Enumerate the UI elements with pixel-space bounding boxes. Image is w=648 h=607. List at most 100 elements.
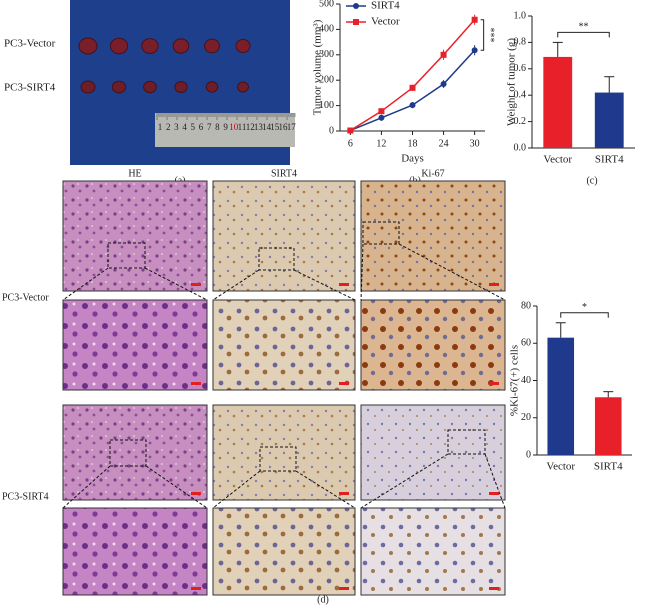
significance-bracket xyxy=(560,312,609,318)
legend-marker xyxy=(353,19,359,25)
x-tick-label: 30 xyxy=(470,138,480,149)
ruler-number: 17 xyxy=(287,122,297,132)
scale-bar xyxy=(339,283,349,286)
column-label: SIRT4 xyxy=(271,168,297,179)
ruler-number: 9 xyxy=(223,122,228,132)
row-label: PC3-Vector xyxy=(2,292,49,303)
scale-bar xyxy=(191,283,201,286)
tumor xyxy=(174,81,188,93)
micrograph xyxy=(360,180,506,292)
x-tick-label: 18 xyxy=(408,138,418,149)
zoom-box xyxy=(259,446,297,472)
tumor xyxy=(143,80,157,94)
tumor xyxy=(237,81,249,93)
y-axis-label: Tumor volume (mm³) xyxy=(312,19,324,115)
y-tick-label: 0.6 xyxy=(514,63,527,74)
zoom-line xyxy=(295,470,356,509)
bar xyxy=(594,92,624,148)
ruler-number: 1 xyxy=(158,122,163,132)
bar xyxy=(547,337,575,455)
y-tick-label: 40 xyxy=(521,375,531,386)
scale-bar xyxy=(191,382,201,385)
y-tick-label: 0.4 xyxy=(514,89,527,100)
micrograph-zoom xyxy=(360,299,506,391)
marker xyxy=(471,16,478,23)
marker xyxy=(471,47,478,54)
scale-bar xyxy=(489,283,499,286)
zoom-line xyxy=(145,465,208,509)
scale-bar xyxy=(191,492,201,495)
x-tick-label: 24 xyxy=(439,138,449,149)
ruler-number: 6 xyxy=(199,122,204,132)
scale-bar xyxy=(191,587,201,590)
scale-bar xyxy=(339,492,349,495)
micrograph xyxy=(62,180,208,292)
micrograph-zoom xyxy=(212,299,356,391)
zoom-line xyxy=(62,267,109,301)
scale-bar xyxy=(489,382,499,385)
y-tick-label: 1.0 xyxy=(514,10,527,21)
ruler-number: 4 xyxy=(182,122,187,132)
x-tick-label: Vector xyxy=(546,461,575,473)
x-tick-label: 12 xyxy=(376,138,386,149)
significance-bracket xyxy=(480,19,485,51)
significance: ** xyxy=(579,22,589,33)
ruler-number: 14 xyxy=(262,122,272,132)
micrograph xyxy=(360,404,506,501)
zoom-box xyxy=(362,221,400,245)
row-label: PC3-SIRT4 xyxy=(2,491,49,502)
micrograph xyxy=(212,404,356,501)
ruler-number: 2 xyxy=(166,122,171,132)
tumor xyxy=(235,39,251,53)
ruler-number: 11 xyxy=(238,122,247,132)
marker xyxy=(378,108,385,115)
tumors xyxy=(78,37,251,94)
row-label: PC3-SIRT4 xyxy=(4,82,56,94)
marker xyxy=(378,114,385,121)
zoom-box xyxy=(109,439,147,467)
column-label: HE xyxy=(128,168,141,179)
marker xyxy=(440,51,447,58)
ruler-number: 10 xyxy=(229,122,239,132)
x-tick-label: SIRT4 xyxy=(594,461,623,473)
ruler-number: 8 xyxy=(215,122,220,132)
marker xyxy=(409,102,416,109)
ruler-number: 16 xyxy=(279,122,289,132)
y-tick-label: 0 xyxy=(329,125,334,136)
tumor xyxy=(78,37,98,55)
zoom-line xyxy=(360,453,449,509)
ruler-labels: 1 2 3 4 5 6 7 8 9 10 11 12 13 14 15 16 17 xyxy=(156,113,297,132)
micrograph xyxy=(62,404,208,501)
histology-grid xyxy=(62,180,506,596)
significance: *** xyxy=(484,27,495,42)
scale-bar xyxy=(489,587,499,590)
tumor xyxy=(204,38,220,54)
ruler-number: 7 xyxy=(207,122,212,132)
marker xyxy=(440,81,447,88)
ruler-number: 12 xyxy=(246,122,255,132)
y-tick-label: 60 xyxy=(521,338,531,349)
panel-label: (c) xyxy=(586,175,597,186)
y-tick-label: 0 xyxy=(526,449,531,460)
y-tick-label: 0.8 xyxy=(514,37,527,48)
marker xyxy=(347,127,354,134)
x-tick-label: Vector xyxy=(543,154,572,166)
ruler-number: 3 xyxy=(174,122,179,132)
micrograph-zoom xyxy=(212,507,356,596)
ruler xyxy=(155,113,295,147)
y-axis-label: %Ki-67(+) cells xyxy=(509,345,521,416)
ruler-number: 15 xyxy=(270,122,280,132)
tumor xyxy=(80,80,96,94)
y-tick-label: 500 xyxy=(319,0,334,9)
tumor xyxy=(205,81,219,93)
x-tick-label: SIRT4 xyxy=(595,154,624,166)
row-label: PC3-Vector xyxy=(4,38,56,50)
significance-bracket xyxy=(557,31,610,38)
marker xyxy=(409,84,416,91)
zoom-line xyxy=(360,243,364,301)
bar xyxy=(543,56,573,148)
zoom-box xyxy=(447,429,486,455)
y-axis-label: Weight of tumor (g) xyxy=(506,38,518,126)
tumor xyxy=(111,80,127,94)
